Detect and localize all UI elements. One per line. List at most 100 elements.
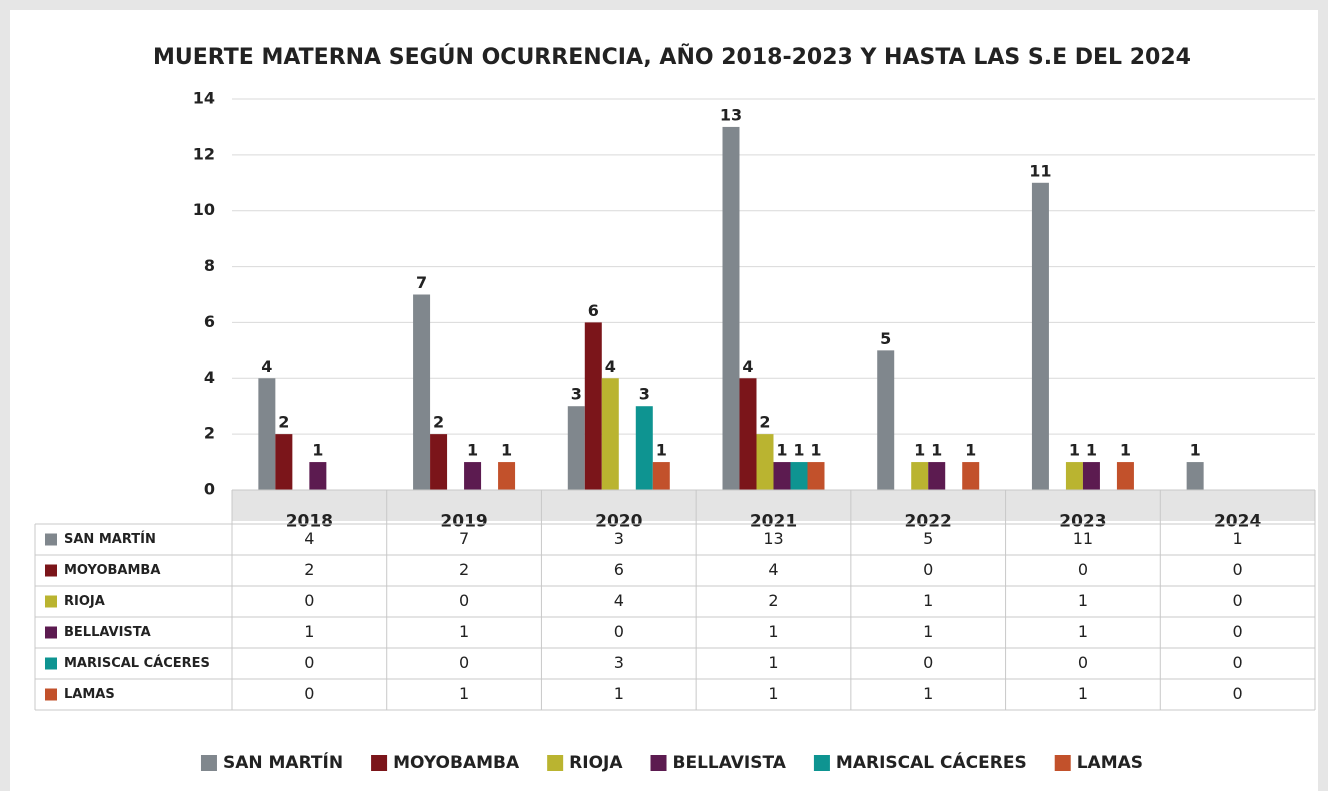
table-cell: 7 bbox=[459, 529, 469, 548]
y-tick-label: 8 bbox=[204, 256, 215, 275]
data-label: 1 bbox=[501, 441, 512, 460]
data-label: 1 bbox=[810, 441, 821, 460]
x-tick-label: 2022 bbox=[905, 512, 952, 532]
data-label: 1 bbox=[776, 441, 787, 460]
y-tick-label: 2 bbox=[204, 424, 215, 443]
legend-swatch bbox=[650, 755, 667, 771]
panel bbox=[10, 10, 1318, 791]
table-cell: 0 bbox=[1233, 560, 1243, 579]
table-cell: 0 bbox=[459, 653, 469, 672]
data-label: 3 bbox=[571, 385, 582, 404]
data-label: 4 bbox=[261, 357, 272, 376]
table-cell: 11 bbox=[1073, 529, 1093, 548]
row-label: LAMAS bbox=[64, 687, 115, 702]
legend-swatch bbox=[813, 755, 830, 771]
bar bbox=[635, 406, 653, 490]
row-swatch bbox=[45, 533, 57, 546]
table-cell: 3 bbox=[614, 653, 624, 672]
bar bbox=[773, 462, 791, 490]
y-tick-label: 0 bbox=[204, 480, 215, 499]
bar bbox=[601, 378, 619, 490]
table-cell: 0 bbox=[1078, 653, 1088, 672]
data-label: 1 bbox=[793, 441, 804, 460]
bar bbox=[1031, 182, 1049, 491]
data-label: 1 bbox=[312, 441, 323, 460]
y-tick-label: 4 bbox=[204, 368, 215, 387]
table-cell: 5 bbox=[923, 529, 933, 548]
table-cell: 1 bbox=[304, 622, 314, 641]
row-label: MARISCAL CÁCERES bbox=[64, 655, 210, 671]
y-tick-label: 12 bbox=[193, 144, 215, 163]
table-cell: 2 bbox=[304, 560, 314, 579]
data-label: 1 bbox=[931, 441, 942, 460]
table-cell: 0 bbox=[1233, 622, 1243, 641]
data-label: 11 bbox=[1029, 161, 1051, 180]
data-label: 3 bbox=[639, 385, 650, 404]
table-cell: 2 bbox=[459, 560, 469, 579]
data-label: 2 bbox=[433, 413, 444, 432]
table-cell: 0 bbox=[614, 622, 624, 641]
table-cell: 1 bbox=[923, 591, 933, 610]
bar bbox=[962, 462, 980, 490]
legend-label: MOYOBAMBA bbox=[393, 753, 520, 773]
legend-swatch bbox=[1054, 755, 1071, 771]
x-tick-label: 2020 bbox=[595, 512, 642, 532]
bar bbox=[567, 406, 585, 490]
table-cell: 0 bbox=[923, 560, 933, 579]
legend-swatch bbox=[200, 755, 217, 771]
y-tick-label: 10 bbox=[193, 200, 215, 219]
bar bbox=[928, 462, 946, 490]
bar bbox=[309, 462, 327, 490]
table-cell: 1 bbox=[1078, 684, 1088, 703]
bar bbox=[430, 434, 448, 490]
bar bbox=[584, 322, 602, 490]
bar bbox=[807, 462, 825, 490]
row-label: MOYOBAMBA bbox=[64, 563, 160, 578]
x-tick-label: 2023 bbox=[1059, 512, 1106, 532]
bar bbox=[464, 462, 482, 490]
table-cell: 0 bbox=[304, 591, 314, 610]
table-cell: 2 bbox=[768, 591, 778, 610]
bar bbox=[652, 462, 670, 490]
legend-swatch bbox=[547, 755, 564, 771]
table-cell: 4 bbox=[304, 529, 314, 548]
row-label: RIOJA bbox=[64, 594, 105, 609]
data-label: 4 bbox=[605, 357, 616, 376]
table-cell: 0 bbox=[304, 653, 314, 672]
data-label: 2 bbox=[278, 413, 289, 432]
table-cell: 4 bbox=[614, 591, 624, 610]
data-label: 7 bbox=[416, 273, 427, 292]
table-cell: 1 bbox=[1233, 529, 1243, 548]
row-swatch bbox=[45, 564, 57, 577]
data-label: 1 bbox=[656, 441, 667, 460]
data-label: 1 bbox=[467, 441, 478, 460]
row-label: BELLAVISTA bbox=[64, 625, 151, 640]
table-cell: 1 bbox=[768, 684, 778, 703]
legend-label: LAMAS bbox=[1077, 753, 1143, 773]
legend-label: BELLAVISTA bbox=[673, 753, 787, 773]
bar bbox=[756, 434, 774, 490]
table-cell: 6 bbox=[614, 560, 624, 579]
y-tick-label: 6 bbox=[204, 312, 215, 331]
table-cell: 1 bbox=[459, 684, 469, 703]
bar bbox=[1186, 462, 1204, 490]
x-tick-label: 2021 bbox=[750, 512, 797, 532]
data-label: 1 bbox=[965, 441, 976, 460]
table-cell: 1 bbox=[768, 653, 778, 672]
row-swatch bbox=[45, 626, 57, 639]
x-tick-label: 2019 bbox=[440, 512, 487, 532]
table-cell: 1 bbox=[459, 622, 469, 641]
data-label: 1 bbox=[1120, 441, 1131, 460]
legend-swatch bbox=[371, 755, 388, 771]
bar bbox=[739, 378, 757, 490]
table-cell: 3 bbox=[614, 529, 624, 548]
table-cell: 0 bbox=[1233, 653, 1243, 672]
data-label: 6 bbox=[588, 301, 599, 320]
table-cell: 0 bbox=[459, 591, 469, 610]
chart-title: MUERTE MATERNA SEGÚN OCURRENCIA, AÑO 201… bbox=[153, 44, 1191, 70]
bar bbox=[275, 434, 293, 490]
legend-label: SAN MARTÍN bbox=[223, 751, 343, 773]
bar bbox=[911, 462, 929, 490]
legend-label: RIOJA bbox=[569, 753, 623, 773]
